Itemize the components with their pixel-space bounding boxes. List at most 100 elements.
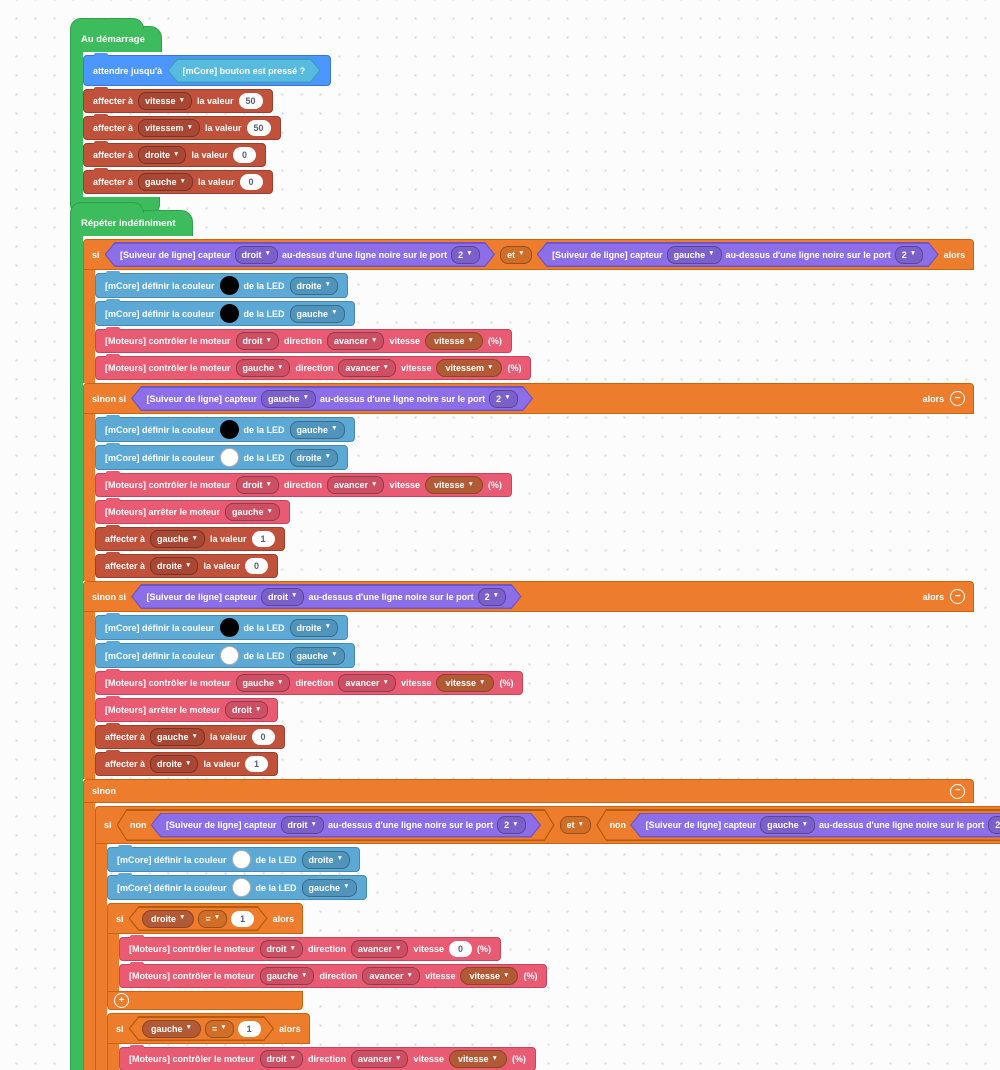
sensor-side-dropdown[interactable]: droit ▼ [235, 246, 278, 264]
motor-side-dropdown[interactable]: gauche ▼ [225, 503, 280, 521]
not-condition[interactable]: non [Suiveur de ligne] capteur gauche ▼ a… [596, 809, 1000, 841]
nested-if-block[interactable]: si non [Suiveur de ligne] capteur droit ▼… [95, 806, 1000, 1070]
variable-dropdown[interactable]: droite ▼ [138, 146, 187, 164]
sensor-side-dropdown[interactable]: gauche ▼ [261, 390, 316, 408]
led-color-block[interactable]: [mCore] définir la couleur de la LED dro… [95, 443, 348, 470]
remove-branch-icon[interactable]: − [950, 589, 966, 604]
variable-dropdown[interactable]: droite ▼ [150, 755, 199, 773]
line-follower-condition[interactable]: [Suiveur de ligne] capteur droit ▼ au-des… [105, 242, 496, 267]
color-swatch[interactable] [219, 448, 239, 467]
number-input[interactable]: 1 [238, 1021, 261, 1037]
speed-variable[interactable]: vitesse ▼ [424, 332, 483, 350]
number-input[interactable]: 50 [238, 93, 263, 109]
motor-side-dropdown[interactable]: droit ▼ [235, 332, 279, 350]
variable-reporter[interactable]: droite ▼ [142, 910, 194, 928]
led-color-block[interactable]: [mCore] définir la couleur de la LED gau… [95, 415, 355, 442]
led-color-block[interactable]: [mCore] définir la couleur de la LED gau… [95, 299, 355, 326]
start-hat-block[interactable]: Au démarrage [70, 18, 162, 52]
line-follower-condition[interactable]: [Suiveur de ligne] capteur gauche ▼ au-de… [537, 242, 939, 267]
speed-variable[interactable]: vitesse ▼ [424, 476, 483, 494]
set-variable-block[interactable]: affecter à vitesse ▼ la valeur 50 [83, 87, 273, 113]
direction-dropdown[interactable]: avancer ▼ [350, 1050, 409, 1068]
remove-branch-icon[interactable]: − [950, 783, 966, 799]
and-or-dropdown[interactable]: et ▼ [559, 816, 592, 834]
variable-reporter[interactable]: gauche ▼ [142, 1020, 201, 1038]
color-swatch[interactable] [219, 276, 239, 295]
direction-dropdown[interactable]: avancer ▼ [338, 359, 396, 377]
motor-side-dropdown[interactable]: gauche ▼ [235, 674, 291, 692]
if-header[interactable]: si gauche ▼ = ▼ 1 alors [107, 1013, 310, 1044]
speed-variable[interactable]: vitesse ▼ [460, 967, 519, 985]
variable-dropdown[interactable]: vitesse ▼ [138, 92, 192, 110]
remove-branch-icon[interactable]: − [950, 391, 966, 406]
wait-until-block[interactable]: attendre jusqu'à [mCore] bouton est pres… [83, 53, 331, 86]
variable-dropdown[interactable]: vitessem ▼ [138, 119, 200, 137]
color-swatch[interactable] [219, 618, 239, 637]
variable-dropdown[interactable]: droite ▼ [150, 557, 199, 575]
line-follower-condition[interactable]: [Suiveur de ligne] capteur gauche ▼ au-de… [131, 386, 533, 411]
nested-if-block[interactable]: si gauche ▼ = ▼ 1 alors [107, 1013, 536, 1070]
led-side-dropdown[interactable]: droite ▼ [301, 850, 350, 869]
led-side-dropdown[interactable]: gauche ▼ [289, 646, 345, 665]
led-side-dropdown[interactable]: gauche ▼ [289, 420, 345, 439]
direction-dropdown[interactable]: avancer ▼ [326, 332, 385, 350]
forever-hat-block[interactable]: Répéter indéfiniment [70, 202, 193, 236]
motor-side-dropdown[interactable]: droit ▼ [259, 1050, 303, 1068]
speed-variable[interactable]: vitesse ▼ [448, 1050, 507, 1068]
motor-side-dropdown[interactable]: droit ▼ [235, 476, 279, 494]
set-variable-block[interactable]: affecter à gauche ▼ la valeur 0 [83, 168, 273, 194]
number-input[interactable]: 0 [245, 558, 269, 574]
sensor-side-dropdown[interactable]: gauche ▼ [667, 246, 722, 264]
motor-control-block[interactable]: [Moteurs] contrôler le moteur droit ▼ dir… [119, 1045, 536, 1070]
port-dropdown[interactable]: 2▼ [988, 816, 1000, 834]
direction-dropdown[interactable]: avancer ▼ [338, 674, 396, 692]
elseif-header[interactable]: sinon si [Suiveur de ligne] capteur gauc… [83, 383, 975, 414]
speed-variable[interactable]: vitesse ▼ [436, 674, 495, 692]
set-variable-block[interactable]: affecter à droite ▼ la valeur 0 [83, 141, 267, 167]
led-side-dropdown[interactable]: gauche ▼ [301, 878, 357, 897]
set-variable-block[interactable]: affecter à gauche ▼ la valeur 1 [95, 525, 285, 551]
color-swatch[interactable] [231, 850, 251, 869]
port-dropdown[interactable]: 2▼ [895, 246, 923, 264]
elseif-header[interactable]: sinon si [Suiveur de ligne] capteur droi… [83, 581, 975, 612]
nested-if-block[interactable]: si droite ▼ = ▼ 1 alors [107, 903, 548, 1010]
number-input[interactable]: 1 [231, 911, 254, 927]
motor-side-dropdown[interactable]: droit ▼ [259, 940, 303, 958]
direction-dropdown[interactable]: avancer ▼ [362, 967, 420, 985]
set-variable-block[interactable]: affecter à vitessem ▼ la valeur 50 [83, 114, 281, 140]
motor-control-block[interactable]: [Moteurs] contrôler le moteur droit ▼ dir… [119, 935, 501, 961]
if-elseif-else-block[interactable]: si [Suiveur de ligne] capteur droit ▼ au-… [83, 239, 1000, 1070]
color-swatch[interactable] [219, 304, 239, 323]
equals-condition[interactable]: gauche ▼ = ▼ 1 [129, 1016, 275, 1041]
led-side-dropdown[interactable]: droite ▼ [289, 618, 338, 637]
set-variable-block[interactable]: affecter à droite ▼ la valeur 0 [95, 552, 279, 578]
led-side-dropdown[interactable]: droite ▼ [289, 276, 338, 295]
motor-side-dropdown[interactable]: gauche ▼ [235, 359, 291, 377]
not-condition[interactable]: non [Suiveur de ligne] capteur droit ▼ au… [117, 809, 555, 841]
number-input[interactable]: 0 [448, 941, 472, 957]
port-dropdown[interactable]: 2▼ [497, 816, 525, 834]
motor-control-block[interactable]: [Moteurs] contrôler le moteur gauche ▼ di… [95, 354, 532, 380]
operator-dropdown[interactable]: = ▼ [198, 910, 227, 928]
motor-control-block[interactable]: [Moteurs] contrôler le moteur gauche ▼ di… [95, 669, 524, 695]
port-dropdown[interactable]: 2▼ [478, 588, 506, 606]
sensor-side-dropdown[interactable]: gauche ▼ [760, 816, 815, 834]
motor-control-block[interactable]: [Moteurs] contrôler le moteur gauche ▼ di… [119, 962, 548, 988]
led-color-block[interactable]: [mCore] définir la couleur de la LED dro… [107, 845, 360, 872]
color-swatch[interactable] [219, 646, 239, 665]
motor-control-block[interactable]: [Moteurs] contrôler le moteur droit ▼ dir… [95, 327, 512, 353]
number-input[interactable]: 0 [239, 174, 263, 190]
line-follower-condition[interactable]: [Suiveur de ligne] capteur droit ▼ au-des… [151, 813, 542, 838]
led-color-block[interactable]: [mCore] définir la couleur de la LED gau… [107, 873, 367, 900]
motor-side-dropdown[interactable]: droit ▼ [225, 701, 269, 719]
and-or-dropdown[interactable]: et ▼ [500, 245, 532, 264]
speed-variable[interactable]: vitessem ▼ [436, 359, 503, 377]
color-swatch[interactable] [231, 878, 251, 897]
number-input[interactable]: 50 [246, 120, 271, 136]
led-color-block[interactable]: [mCore] définir la couleur de la LED gau… [95, 641, 355, 668]
number-input[interactable]: 1 [251, 531, 275, 547]
variable-dropdown[interactable]: gauche ▼ [138, 173, 193, 191]
set-variable-block[interactable]: affecter à gauche ▼ la valeur 0 [95, 723, 285, 749]
line-follower-condition[interactable]: [Suiveur de ligne] capteur droit ▼ au-des… [131, 584, 522, 609]
